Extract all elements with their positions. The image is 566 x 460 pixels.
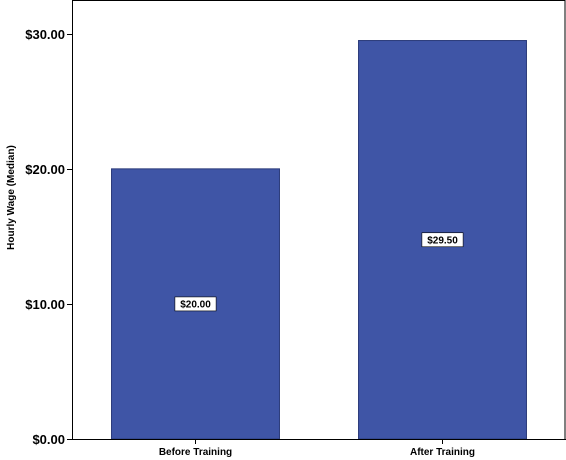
x-category-label: After Training (410, 447, 475, 458)
y-tick-label: $30.00 (25, 27, 65, 42)
x-category-label: Before Training (159, 447, 232, 458)
y-tick-label: $10.00 (25, 297, 65, 312)
data-label: $29.50 (427, 235, 458, 246)
y-tick-label: $0.00 (32, 432, 65, 447)
y-axis-label: Hourly Wage (Median) (6, 145, 17, 250)
y-tick-label: $20.00 (25, 162, 65, 177)
data-label-box (174, 296, 217, 312)
data-label: $20.00 (180, 299, 211, 310)
x-axis-categories: Before Training After Training (72, 439, 566, 458)
y-axis-ticks: $0.00 $10.00 $20.00 $30.00 (25, 27, 72, 447)
data-label-box (421, 232, 464, 248)
data-labels-group: $20.00 $29.50 (174, 232, 464, 312)
